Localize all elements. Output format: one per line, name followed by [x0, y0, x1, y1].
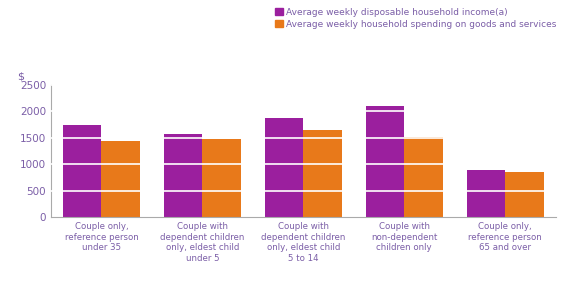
- Bar: [101, 141, 140, 217]
- Bar: [303, 130, 342, 217]
- Bar: [505, 172, 544, 217]
- Bar: [404, 137, 443, 217]
- Bar: [265, 117, 303, 217]
- Bar: [366, 106, 404, 217]
- Bar: [63, 126, 101, 217]
- Bar: [164, 134, 202, 217]
- Legend: Average weekly disposable household income(a), Average weekly household spending: Average weekly disposable household inco…: [274, 8, 557, 29]
- Bar: [202, 139, 241, 217]
- Bar: [467, 170, 505, 217]
- Y-axis label: $: $: [17, 72, 24, 82]
